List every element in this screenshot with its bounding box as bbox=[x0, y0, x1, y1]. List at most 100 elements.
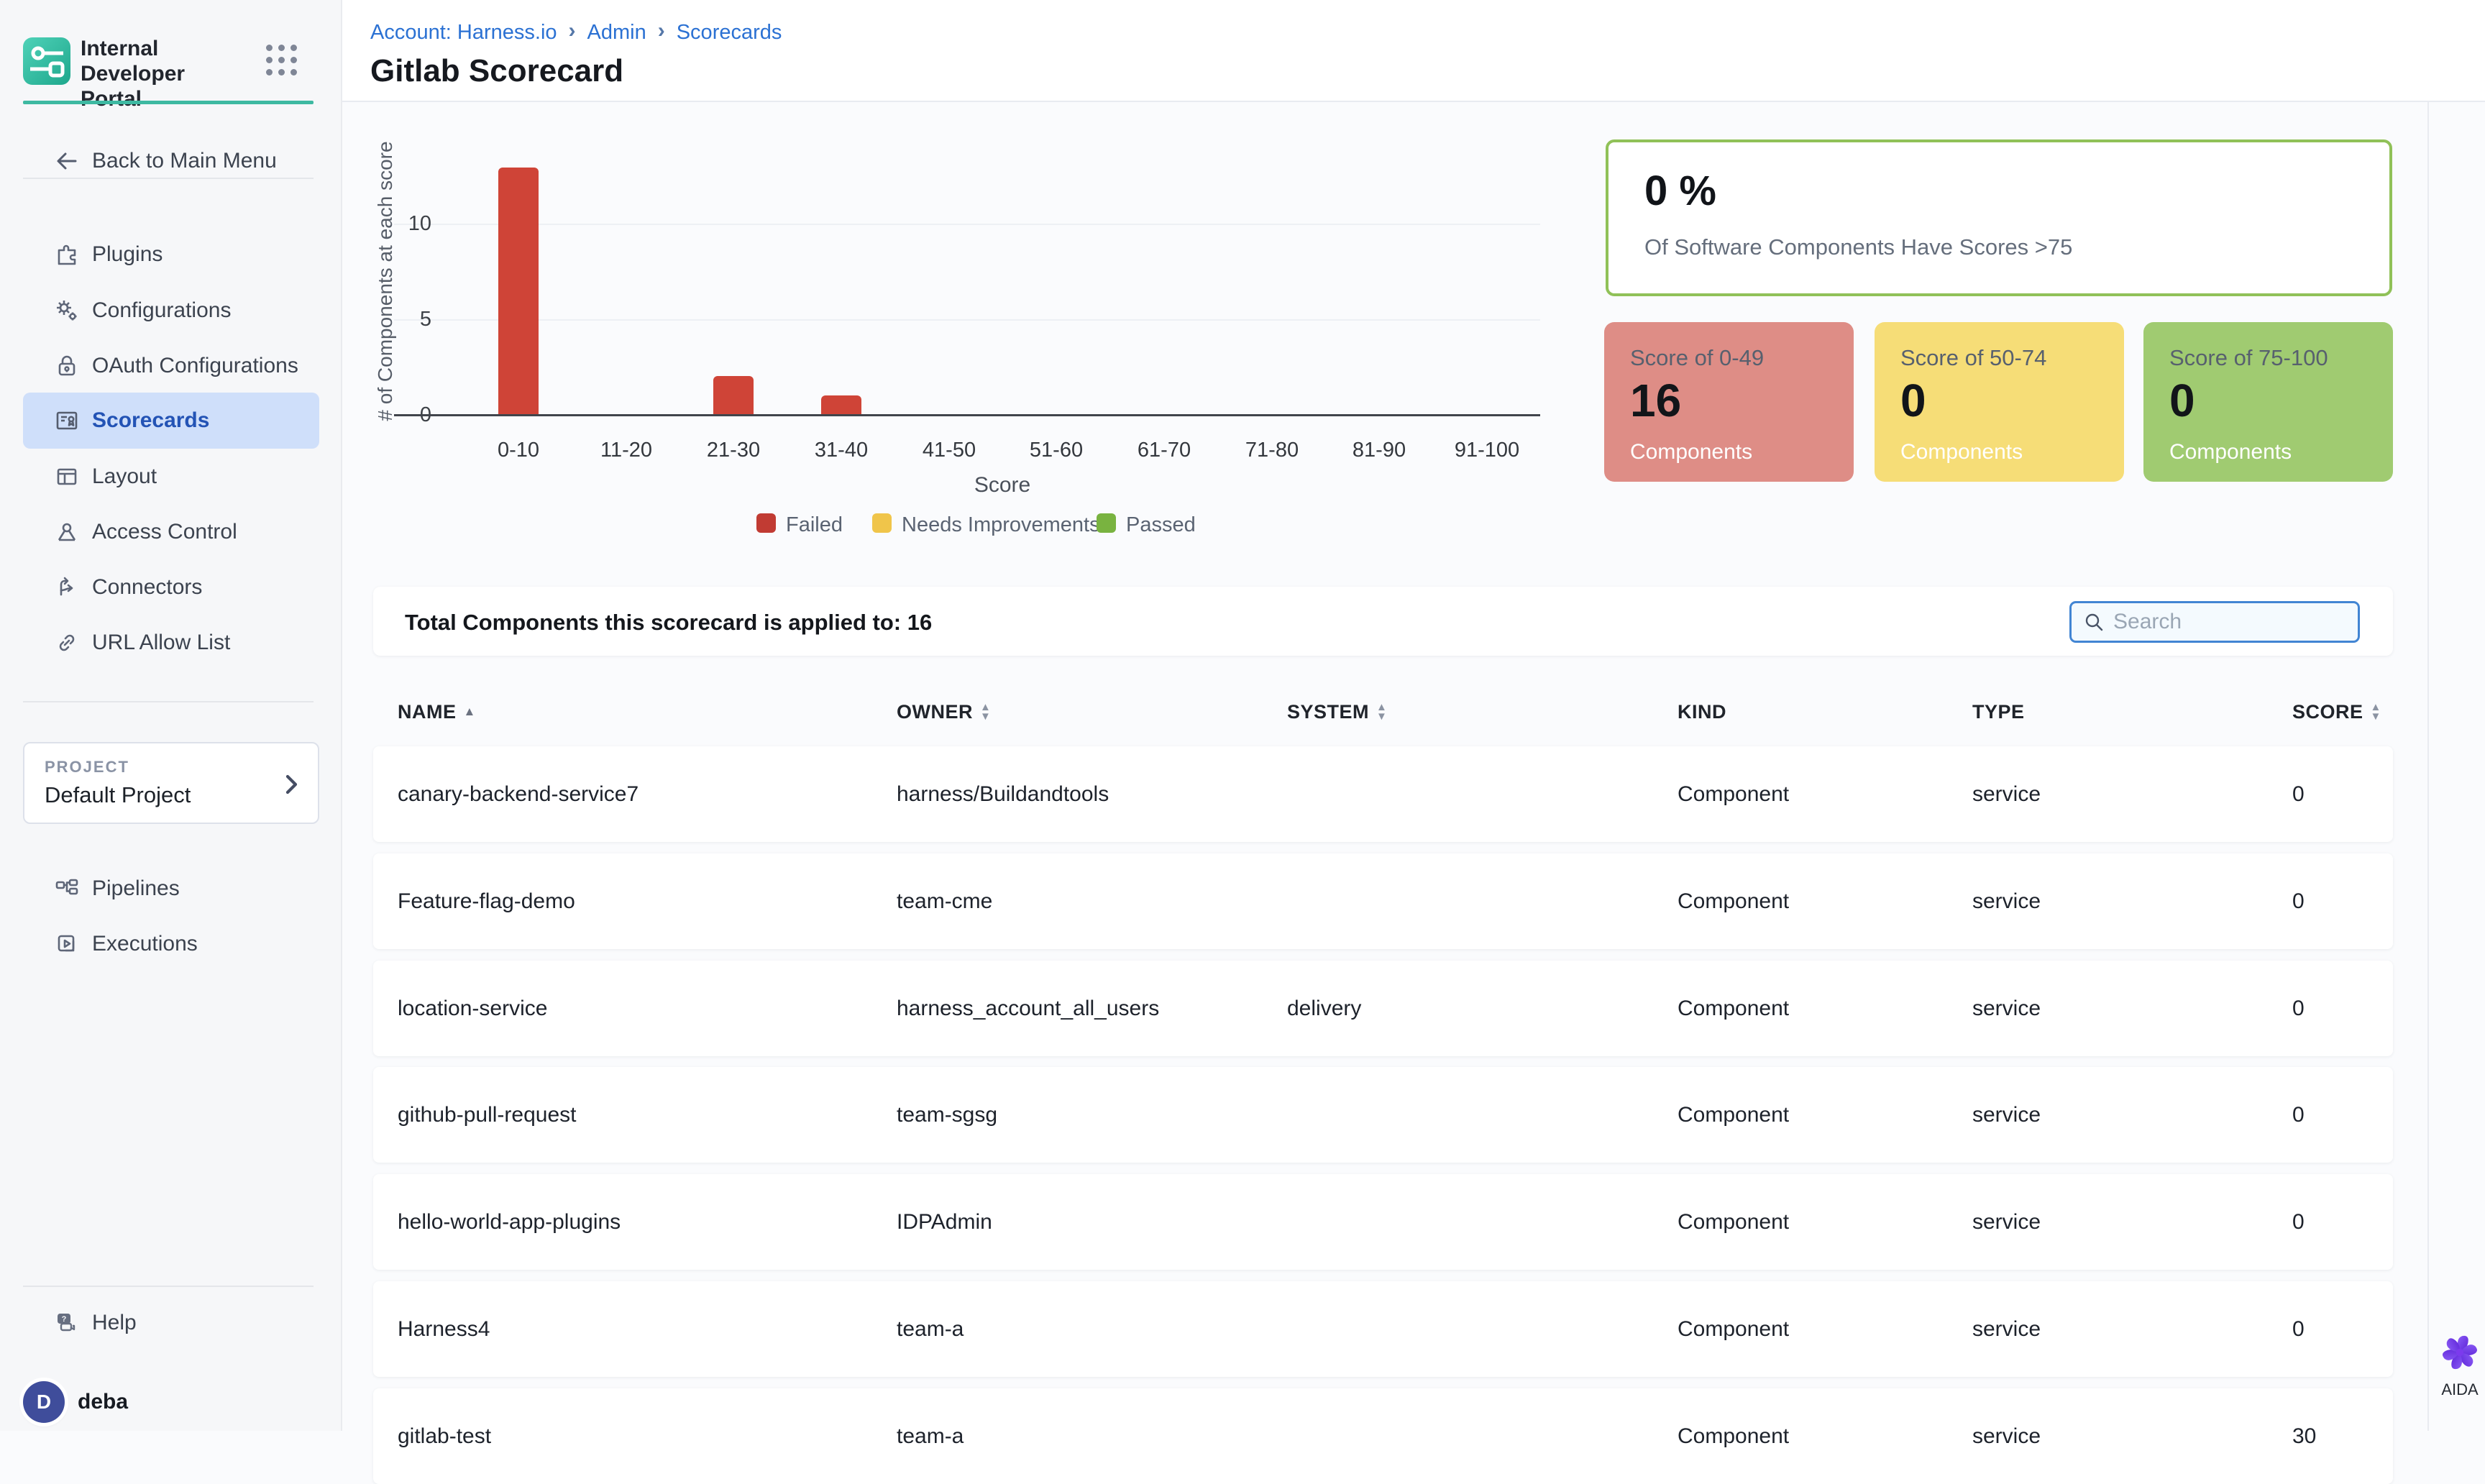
avatar: D bbox=[23, 1381, 65, 1423]
breadcrumb-admin-link[interactable]: Admin bbox=[587, 20, 646, 44]
sidebar-item-configurations[interactable]: Configurations bbox=[23, 283, 319, 339]
cell-name: gitlab-test bbox=[398, 1424, 492, 1448]
project-label: PROJECT bbox=[45, 758, 129, 776]
x-tick-21-30: 21-30 bbox=[706, 439, 761, 462]
aida-label: AIDA bbox=[2441, 1380, 2479, 1398]
sort-icon: ▲ ▼ bbox=[980, 701, 992, 723]
column-header-type: TYPE bbox=[1972, 700, 2025, 723]
sidebar: Internal Developer Portal Back to Main M… bbox=[0, 0, 342, 1431]
cell-score: 0 bbox=[2292, 1102, 2305, 1127]
x-tick-31-40: 31-40 bbox=[814, 439, 869, 462]
column-header-system[interactable]: SYSTEM ▲ ▼ bbox=[1287, 700, 1388, 723]
gridline-5 bbox=[394, 319, 1540, 321]
chart-y-axis-label: # of Components at each score bbox=[374, 141, 396, 421]
cell-kind: Component bbox=[1678, 996, 1790, 1020]
sidebar-item-help[interactable]: ? Help bbox=[23, 1295, 319, 1351]
link-icon bbox=[55, 631, 79, 655]
table-row[interactable]: location-service harness_account_all_use… bbox=[373, 961, 2393, 1056]
legend-swatch-passed bbox=[1097, 513, 1116, 533]
x-tick-41-50: 41-50 bbox=[922, 439, 976, 462]
column-header-name[interactable]: NAME ▲ bbox=[398, 700, 476, 723]
sidebar-item-plugins[interactable]: Plugins bbox=[23, 226, 319, 283]
cell-name: github-pull-request bbox=[398, 1102, 577, 1127]
table-toolbar: Total Components this scorecard is appli… bbox=[373, 587, 2393, 656]
divider bbox=[23, 701, 314, 702]
puzzle-icon bbox=[55, 242, 79, 267]
legend-label-failed: Failed bbox=[786, 513, 843, 536]
search-box[interactable] bbox=[2069, 601, 2360, 643]
bar-21-30 bbox=[713, 376, 754, 414]
app-title: Internal Developer Portal bbox=[81, 37, 186, 111]
cell-name: hello-world-app-plugins bbox=[398, 1209, 621, 1234]
sidebar-item-oauth-configurations[interactable]: OAuth Configurations bbox=[23, 338, 319, 394]
project-selector[interactable]: PROJECT Default Project bbox=[23, 742, 319, 824]
sidebar-item-connectors[interactable]: Connectors bbox=[23, 559, 319, 615]
score-percent-value: 0 % bbox=[1644, 168, 1716, 214]
column-header-owner[interactable]: OWNER ▲ ▼ bbox=[897, 700, 992, 723]
lock-icon bbox=[55, 354, 79, 378]
x-tick-81-90: 81-90 bbox=[1352, 439, 1406, 462]
cell-kind: Component bbox=[1678, 1424, 1790, 1448]
sidebar-item-executions[interactable]: Executions bbox=[23, 916, 319, 972]
layout-icon bbox=[55, 464, 79, 489]
harness-idp-logo bbox=[23, 37, 70, 85]
user-menu[interactable]: D deba bbox=[0, 1374, 319, 1430]
right-rail-divider bbox=[2427, 102, 2429, 1431]
search-input[interactable] bbox=[2113, 610, 2329, 634]
x-tick-71-80: 71-80 bbox=[1245, 439, 1299, 462]
cell-name: Feature-flag-demo bbox=[398, 889, 575, 913]
table-row[interactable]: canary-backend-service7 harness/Buildand… bbox=[373, 746, 2393, 842]
cell-owner: team-a bbox=[897, 1316, 964, 1341]
cell-score: 0 bbox=[2292, 996, 2305, 1020]
legend-swatch-failed bbox=[756, 513, 776, 533]
column-header-score[interactable]: SCORE ▲ ▼ bbox=[2292, 700, 2381, 723]
page-header: Account: Harness.io › Admin › Scorecards… bbox=[342, 0, 2485, 102]
sidebar-item-url-allow-list[interactable]: URL Allow List bbox=[23, 615, 319, 671]
cell-type: service bbox=[1972, 782, 2041, 806]
chevron-right-icon: › bbox=[568, 19, 576, 42]
sort-icon: ▲ ▼ bbox=[1376, 701, 1388, 723]
y-tick-10: 10 bbox=[408, 212, 431, 235]
main-content: Account: Harness.io › Admin › Scorecards… bbox=[342, 0, 2485, 1484]
cell-kind: Component bbox=[1678, 1209, 1790, 1234]
app-switcher-grid-icon[interactable] bbox=[265, 43, 299, 78]
cell-name: canary-backend-service7 bbox=[398, 782, 639, 806]
column-header-kind: KIND bbox=[1678, 700, 1726, 723]
branch-arrows-icon bbox=[55, 575, 79, 600]
legend-label-needs-improvements: Needs Improvements bbox=[902, 513, 1100, 536]
table-row[interactable]: hello-world-app-plugins IDPAdmin Compone… bbox=[373, 1174, 2393, 1270]
x-tick-0-10: 0-10 bbox=[497, 439, 540, 462]
score-percent-caption: Of Software Components Have Scores >75 bbox=[1644, 234, 2073, 260]
cell-owner: team-a bbox=[897, 1424, 964, 1448]
cell-owner: IDPAdmin bbox=[897, 1209, 992, 1234]
breadcrumb-account-link[interactable]: Account: Harness.io bbox=[370, 20, 557, 44]
gears-icon bbox=[55, 298, 79, 323]
table-row[interactable]: Harness4 team-a Component service 0 bbox=[373, 1281, 2393, 1377]
cell-name: Harness4 bbox=[398, 1316, 490, 1341]
back-to-main-menu[interactable]: Back to Main Menu bbox=[23, 133, 319, 189]
score-card-50-74: Score of 50-74 0 Components bbox=[1875, 322, 2124, 482]
table-row[interactable]: gitlab-test team-a Component service 30 bbox=[373, 1388, 2393, 1484]
breadcrumb-scorecards-link[interactable]: Scorecards bbox=[676, 20, 782, 44]
table-row[interactable]: Feature-flag-demo team-cme Component ser… bbox=[373, 853, 2393, 949]
score-card-75-100: Score of 75-100 0 Components bbox=[2143, 322, 2393, 482]
sidebar-item-pipelines[interactable]: Pipelines bbox=[23, 861, 319, 917]
cell-system: delivery bbox=[1287, 996, 1362, 1020]
y-tick-5: 5 bbox=[419, 308, 431, 331]
sidebar-item-scorecards[interactable]: Scorecards bbox=[23, 393, 319, 449]
cell-kind: Component bbox=[1678, 782, 1790, 806]
cell-kind: Component bbox=[1678, 889, 1790, 913]
x-tick-91-100: 91-100 bbox=[1454, 439, 1520, 462]
x-tick-11-20: 11-20 bbox=[600, 439, 653, 462]
svg-text:?: ? bbox=[62, 1315, 67, 1324]
project-name: Default Project bbox=[45, 782, 191, 807]
bar-31-40 bbox=[821, 395, 861, 414]
scorecard-icon bbox=[55, 408, 79, 433]
breadcrumb: Account: Harness.io › Admin › Scorecards bbox=[370, 19, 782, 45]
sidebar-item-layout[interactable]: Layout bbox=[23, 449, 319, 505]
aida-button[interactable]: AIDA bbox=[2439, 1332, 2481, 1399]
cell-score: 0 bbox=[2292, 1316, 2305, 1341]
table-row[interactable]: github-pull-request team-sgsg Component … bbox=[373, 1067, 2393, 1163]
sidebar-item-access-control[interactable]: Access Control bbox=[23, 504, 319, 560]
legend-swatch-needs-improvements bbox=[872, 513, 892, 533]
